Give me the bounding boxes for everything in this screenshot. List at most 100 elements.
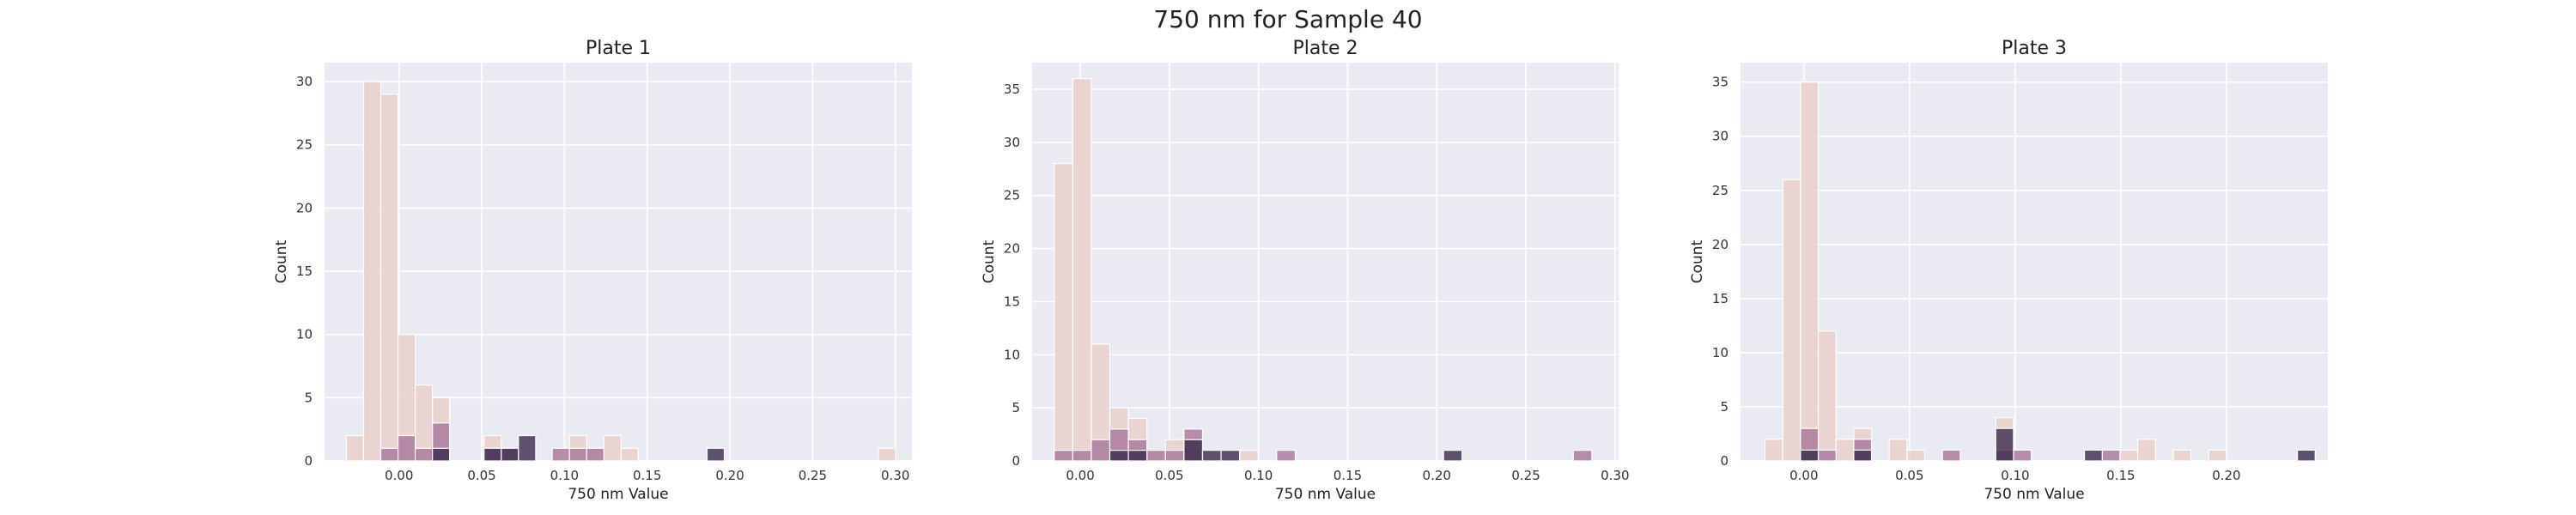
y-tick-label: 5 (1012, 400, 1020, 415)
plot-area (1741, 63, 2328, 461)
histogram-bar-dark (706, 447, 726, 462)
y-tick-label: 5 (304, 390, 313, 405)
histogram-bar-dark (1201, 450, 1222, 462)
histogram-bar-dark (1220, 450, 1241, 462)
y-tick-label: 15 (1004, 294, 1020, 309)
x-tick-label: 0.30 (1601, 468, 1629, 483)
histogram-bar-light (1835, 439, 1855, 462)
histogram-bar-mid (397, 434, 416, 462)
histogram-bar-mid (1276, 450, 1297, 462)
subplot-2: 0 5 10 15 20 25 30 35 0.00 0.05 0.10 0.15 0.20 0.25 0.… (981, 38, 1630, 503)
y-tick-label: 15 (296, 264, 313, 279)
y-tick-label: 25 (1004, 188, 1020, 203)
histogram-bar-mid (414, 447, 434, 462)
y-tick-label: 35 (1004, 82, 1020, 97)
histogram-bar-dark (1800, 449, 1820, 462)
x-tick-label: 0.05 (467, 468, 495, 483)
y-tick-label: 10 (1004, 347, 1020, 362)
subplot-3: 0 5 10 15 20 25 30 35 0.00 0.05 0.10 0.15 0.20 750 nm… (1689, 38, 2328, 503)
x-tick-label: 0.00 (1066, 468, 1094, 483)
histogram-bar-mid (586, 447, 605, 462)
histogram-bar-light (1888, 439, 1908, 462)
subplot-1: 0 5 10 15 20 25 30 0.00 0.05 0.10 0.15 0.20 0.25 0.30… (273, 38, 912, 503)
histogram-bar-mid (1817, 449, 1837, 462)
histogram-bar-dark (501, 447, 519, 462)
histogram-bar-mid (1164, 450, 1185, 462)
histogram-bar-mid (551, 447, 570, 462)
y-tick-label: 5 (1720, 399, 1728, 415)
y-tick-label: 15 (1712, 291, 1728, 306)
x-tick-label: 0.25 (799, 468, 827, 483)
x-tick-label: 0.25 (1511, 468, 1540, 483)
x-tick-label: 0.20 (2212, 468, 2240, 483)
subplot-title: Plate 1 (586, 38, 651, 59)
histogram-bar-mid (1054, 450, 1073, 462)
y-tick-label: 25 (296, 137, 313, 153)
x-axis-label: 750 nm Value (568, 486, 668, 503)
x-tick-label: 0.05 (1155, 468, 1183, 483)
y-tick-label: 30 (296, 74, 313, 89)
y-tick-label: 20 (1004, 241, 1020, 257)
subplot-title: Plate 3 (2002, 38, 2067, 59)
histogram-bar-light (2136, 439, 2156, 462)
plot-area (1032, 63, 1619, 461)
y-axis-label: Count (273, 239, 290, 283)
y-tick-label: 30 (1712, 129, 1728, 144)
x-axis-label: 750 nm Value (1275, 486, 1376, 503)
histogram-bar-dark (1183, 439, 1204, 462)
histogram-bar-light (620, 447, 639, 462)
histogram-bar-mid (1091, 439, 1111, 462)
histogram-bar-dark (1443, 450, 1463, 462)
histogram-bar-dark (1853, 449, 1873, 462)
x-tick-label: 0.00 (1789, 468, 1818, 483)
histogram-bar-light (1239, 450, 1259, 462)
y-tick-label: 25 (1712, 183, 1728, 198)
histogram-bar-mid (568, 447, 587, 462)
y-tick-label: 10 (296, 327, 313, 342)
histogram-bar-light (2172, 449, 2192, 462)
histogram-bar-mid (2101, 449, 2121, 462)
histogram-bar-light (1906, 449, 1926, 462)
histogram-bar-light (1072, 77, 1092, 462)
x-tick-label: 0.15 (633, 468, 661, 483)
histogram-bar-mid (1572, 450, 1593, 462)
histogram-bar-mid (1941, 449, 1961, 462)
histogram-bar-dark (2083, 449, 2103, 462)
x-tick-label: 0.10 (2001, 468, 2029, 483)
x-tick-label: 0.05 (1895, 468, 1923, 483)
x-tick-label: 0.20 (1423, 468, 1451, 483)
y-tick-label: 30 (1004, 135, 1020, 150)
histogram-bar-light (1764, 439, 1783, 462)
histogram-bar-light (2208, 449, 2227, 462)
histogram-bar-light (603, 434, 622, 462)
x-axis-label: 750 nm Value (1984, 486, 2084, 503)
x-tick-label: 0.20 (715, 468, 744, 483)
histogram-bar-mid (2013, 449, 2032, 462)
histogram-bar-light (1054, 162, 1073, 462)
histogram-bar-dark (1109, 450, 1129, 462)
histogram-bar-dark (432, 447, 451, 462)
histogram-bar-dark (483, 447, 502, 462)
histogram-bar-light (2119, 449, 2139, 462)
x-tick-label: 0.15 (2106, 468, 2135, 483)
x-tick-label: 0.10 (550, 468, 579, 483)
y-tick-label: 0 (1012, 453, 1020, 469)
y-tick-label: 20 (1712, 237, 1728, 252)
histogram-bar-dark (518, 434, 537, 462)
histogram-bar-mid (1072, 450, 1092, 462)
y-tick-label: 20 (296, 200, 313, 215)
y-axis-label: Count (1689, 239, 1706, 283)
x-tick-label: 0.15 (1334, 468, 1362, 483)
y-tick-label: 10 (1712, 345, 1728, 360)
y-tick-label: 35 (1712, 75, 1728, 90)
x-tick-label: 0.10 (1244, 468, 1273, 483)
y-tick-label: 0 (304, 453, 313, 469)
histogram-bar-light (380, 94, 399, 462)
histogram-bar-light (1817, 330, 1837, 462)
figure-title: 750 nm for Sample 40 (1153, 5, 1423, 33)
histogram-bar-light (1782, 179, 1801, 462)
x-tick-label: 0.30 (881, 468, 909, 483)
histogram-bar-mid (380, 447, 399, 462)
histogram-bar-dark (1127, 450, 1148, 462)
